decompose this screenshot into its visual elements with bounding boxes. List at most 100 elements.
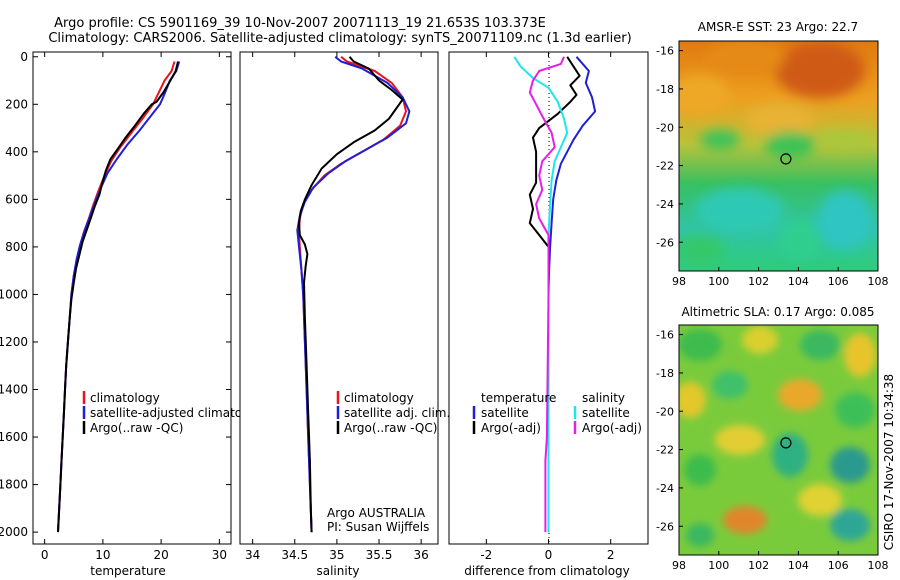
map-longitude-label: 100 <box>708 275 729 288</box>
x-tick-label: 35 <box>329 548 344 562</box>
x-tick-label: 36 <box>414 548 429 562</box>
x-tick-label: 2 <box>607 548 615 562</box>
temperature-xlabel: temperature <box>90 564 165 578</box>
x-tick-label: 34 <box>245 548 260 562</box>
legend-label-climatology: climatology <box>90 391 160 405</box>
sla-map-title: Altimetric SLA: 0.17 Argo: 0.085 <box>681 305 874 319</box>
map-latitude-label: -26 <box>656 236 674 249</box>
x-tick-label: -2 <box>480 548 492 562</box>
salinity-x-axis: 34 34.5 35 35.5 36 <box>245 52 429 562</box>
map-latitude-label: -20 <box>656 121 674 134</box>
map-latitude-label: -26 <box>656 520 674 533</box>
salinity-axes-box <box>239 51 439 545</box>
depth-tick-label: 800 <box>5 240 28 254</box>
map-longitude-label: 104 <box>788 559 809 572</box>
legend-label-satellite-adj: satellite adj. clim. <box>344 406 450 420</box>
x-tick-label: 34.5 <box>281 548 308 562</box>
map-latitude-label: -24 <box>656 482 674 495</box>
depth-tick-label: 400 <box>5 145 28 159</box>
depth-tick-label: 1000 <box>0 287 28 301</box>
legend-heading-temperature: temperature <box>481 391 556 405</box>
map-latitude-label: -16 <box>656 329 674 342</box>
series-line-black <box>528 56 581 533</box>
salinity-difference-legend: salinity satellite Argo(-adj) <box>573 391 642 435</box>
map-longitude-label: 100 <box>708 559 729 572</box>
figure-title-line2: Climatology: CARS2006. Satellite-adjuste… <box>48 31 631 46</box>
map-latitude-label: -20 <box>656 405 674 418</box>
series-line-blue <box>547 56 597 533</box>
principal-investigator-note: PI: Susan Wijffels <box>327 520 429 534</box>
legend-label-temp-argo: Argo(-adj) <box>481 421 541 435</box>
x-tick-label: 0 <box>545 548 553 562</box>
depth-tick-label: 1800 <box>0 478 28 492</box>
sla-map-frame <box>678 324 879 556</box>
temperature-series <box>57 61 181 533</box>
difference-series <box>513 56 597 533</box>
difference-xlabel: difference from climatology <box>464 564 630 578</box>
sst-map-panel: AMSR-E SST: 23 Argo: 22.7 98 100 102 104 106… <box>656 20 888 288</box>
sst-heatmap-field <box>679 41 878 271</box>
temperature-difference-legend: temperature satellite Argo(-adj) <box>472 391 556 435</box>
depth-tick-label: 1400 <box>0 383 28 397</box>
series-line-black <box>57 61 179 533</box>
x-tick-label: 10 <box>95 548 110 562</box>
legend-label-temp-satellite: satellite <box>481 406 529 420</box>
legend-label-climatology: climatology <box>344 391 414 405</box>
map-longitude-label: 102 <box>748 275 769 288</box>
x-tick-label: 30 <box>212 548 227 562</box>
map-longitude-label: 98 <box>672 559 686 572</box>
sst-map-title: AMSR-E SST: 23 Argo: 22.7 <box>698 20 858 34</box>
map-longitude-label: 102 <box>748 559 769 572</box>
series-line-cyan <box>513 56 569 533</box>
salinity-series <box>296 56 411 533</box>
temperature-axes-box <box>32 51 232 545</box>
sst-map-axes: 98 100 102 104 106 108 -16 -18 -20 -22 -24 -26 <box>656 45 888 288</box>
map-latitude-label: -18 <box>656 367 674 380</box>
depth-tick-label: 600 <box>5 192 28 206</box>
salinity-legend: climatology satellite adj. clim. Argo(..… <box>336 391 450 435</box>
argo-program-note: Argo AUSTRALIA <box>327 506 426 520</box>
legend-label-argo: Argo(..raw -QC) <box>344 421 437 435</box>
depth-tick-label: 1200 <box>0 335 28 349</box>
map-latitude-label: -22 <box>656 160 674 173</box>
side-timestamp-label: CSIRO 17-Nov-2007 10:34:38 <box>882 374 896 550</box>
legend-label-satellite-adjusted: satellite-adjusted climatology <box>90 406 268 420</box>
x-tick-label: 20 <box>153 548 168 562</box>
map-latitude-label: -16 <box>656 45 674 58</box>
map-latitude-label: -22 <box>656 444 674 457</box>
depth-tick-label: 200 <box>5 97 28 111</box>
depth-tick-label: 2000 <box>0 525 28 539</box>
salinity-xlabel: salinity <box>316 564 359 578</box>
sla-map-axes: 98 100 102 104 106 108 -16 -18 -20 -22 -24 -26 <box>656 329 888 572</box>
legend-label-argo: Argo(..raw -QC) <box>90 421 183 435</box>
map-latitude-label: -24 <box>656 198 674 211</box>
map-longitude-label: 106 <box>828 275 849 288</box>
depth-tick-label: 1600 <box>0 430 28 444</box>
argo-float-location-marker <box>780 153 792 165</box>
map-longitude-label: 104 <box>788 275 809 288</box>
legend-label-sal-satellite: satellite <box>582 406 630 420</box>
map-longitude-label: 108 <box>868 559 889 572</box>
series-line-black <box>298 56 404 533</box>
map-longitude-label: 108 <box>868 275 889 288</box>
sla-heatmap-field <box>679 325 878 555</box>
difference-panel: -2 0 2 difference from climatology tempera… <box>448 51 649 578</box>
temperature-legend: climatology satellite-adjusted climatolo… <box>82 391 268 435</box>
x-tick-label: 35.5 <box>366 548 393 562</box>
sst-map-frame <box>678 40 879 272</box>
temperature-x-axis: 0 10 20 30 <box>41 52 227 562</box>
argo-float-location-marker <box>780 437 792 449</box>
x-tick-label: 0 <box>41 548 49 562</box>
series-line-magenta <box>528 56 565 533</box>
map-longitude-label: 106 <box>828 559 849 572</box>
salinity-panel: 34 34.5 35 35.5 36 salinity climatology sate… <box>239 51 450 578</box>
map-longitude-label: 98 <box>672 275 686 288</box>
legend-label-sal-argo: Argo(-adj) <box>582 421 642 435</box>
figure-title-line1: Argo profile: CS 5901169_39 10-Nov-2007 … <box>54 16 546 31</box>
legend-heading-salinity: salinity <box>582 391 625 405</box>
difference-x-axis: -2 0 2 <box>480 52 615 562</box>
depth-tick-label: 0 <box>20 50 28 64</box>
sla-map-panel: Altimetric SLA: 0.17 Argo: 0.085 <box>656 305 888 572</box>
